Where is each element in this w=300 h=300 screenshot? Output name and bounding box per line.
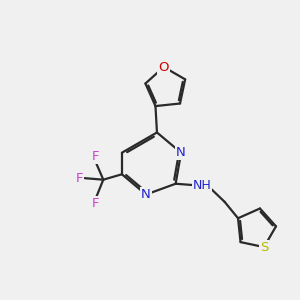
Text: F: F <box>92 150 100 164</box>
Text: F: F <box>76 172 83 185</box>
Text: NH: NH <box>193 179 211 192</box>
Text: N: N <box>141 188 151 201</box>
Text: S: S <box>260 241 268 254</box>
Text: F: F <box>92 197 100 210</box>
Text: O: O <box>158 61 169 74</box>
Text: N: N <box>176 146 186 159</box>
